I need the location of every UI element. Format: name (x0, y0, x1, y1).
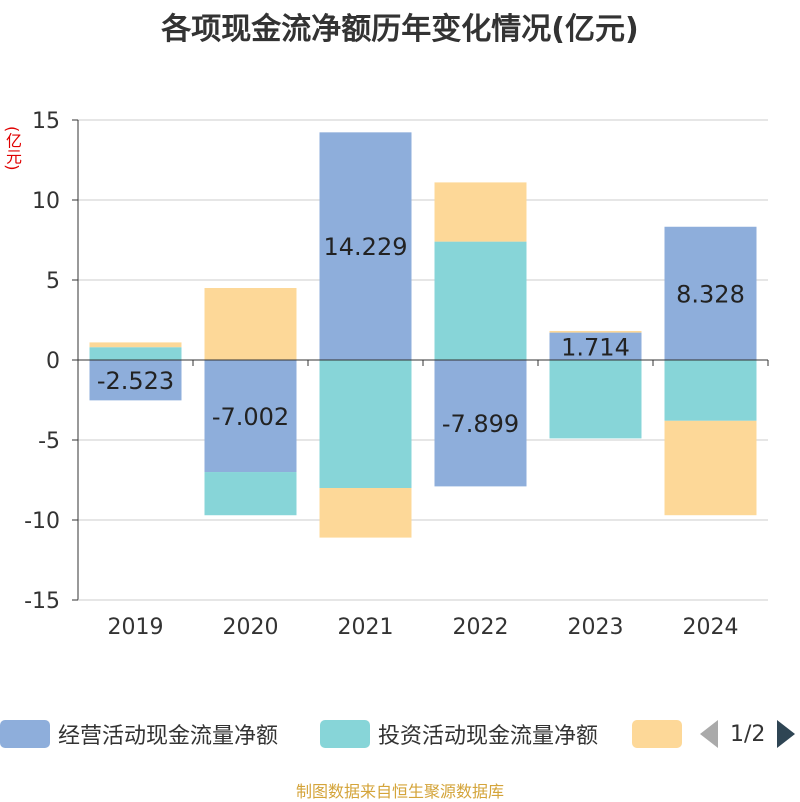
y-tick-label: -5 (38, 429, 60, 454)
data-source: 制图数据来自恒生聚源数据库 (295, 782, 504, 801)
legend-item-operating[interactable]: 经营活动现金流量净额 (0, 716, 278, 752)
bar-2021-series-0 (319, 132, 412, 360)
data-label-2024: 8.328 (676, 280, 745, 308)
bar-2020-series-2 (204, 288, 297, 360)
x-tick-label: 2022 (453, 615, 509, 640)
legend-label-operating: 经营活动现金流量净额 (58, 724, 279, 749)
bar-2023-series-1 (549, 360, 642, 439)
legend-swatch-financing (632, 720, 682, 748)
y-tick-label: 10 (32, 189, 60, 214)
legend-item-investing[interactable]: 投资活动现金流量净额 (320, 716, 598, 752)
data-label-2021: 14.229 (324, 233, 408, 261)
x-tick-label: 2023 (568, 615, 624, 640)
bar-2024-series-0 (664, 226, 757, 360)
x-tick-label: 2019 (108, 615, 164, 640)
y-tick-label: -15 (24, 589, 60, 614)
chart-plot: 15 10 5 0 -5 -10 -15 -2.523 2019 -7.002 2020 14.229… (24, 109, 769, 640)
y-tick-label: 5 (46, 269, 60, 294)
legend-next-page-icon[interactable] (777, 720, 796, 748)
bar-2022-series-0 (434, 360, 527, 487)
bar-2020-series-1 (204, 472, 297, 516)
bar-2024-series-2 (664, 420, 757, 516)
x-tick-label: 2021 (338, 615, 394, 640)
legend-item-financing[interactable] (632, 716, 690, 752)
data-label-2019: -2.523 (97, 367, 174, 395)
bar-2019-series-0 (89, 360, 182, 401)
data-label-2020: -7.002 (212, 403, 289, 431)
legend: 经营活动现金流量净额 投资活动现金流量净额 1/2 (0, 716, 800, 752)
y-tick-label: -10 (24, 509, 60, 534)
legend-swatch-investing (320, 720, 370, 748)
legend-pager: 1/2 (700, 716, 796, 752)
legend-page-indicator: 1/2 (730, 721, 766, 747)
bar-2022-series-1 (434, 241, 527, 360)
data-label-2022: -7.899 (442, 410, 519, 438)
bar-2023-series-0 (549, 332, 642, 360)
bar-2024-series-1 (664, 360, 757, 421)
bar-2020-series-0 (204, 360, 297, 473)
bar-2019-series-1 (89, 347, 182, 360)
data-label-2023: 1.714 (561, 333, 630, 361)
y-axis-unit: (亿元) (3, 126, 22, 171)
y-tick-label: 0 (46, 349, 60, 374)
x-tick-label: 2020 (223, 615, 279, 640)
chart-title: 各项现金流净额历年变化情况(亿元) (161, 12, 639, 47)
legend-swatch-operating (0, 720, 50, 748)
bar-2022-series-2 (434, 182, 527, 242)
legend-label-investing: 投资活动现金流量净额 (378, 724, 599, 749)
bar-2021-series-2 (319, 488, 412, 538)
bar-2021-series-1 (319, 360, 412, 488)
bar-2023-series-2 (549, 330, 642, 333)
y-tick-label: 15 (32, 109, 60, 134)
bar-2019-series-2 (89, 342, 182, 348)
x-tick-label: 2024 (683, 615, 739, 640)
legend-prev-page-icon[interactable] (700, 720, 718, 748)
